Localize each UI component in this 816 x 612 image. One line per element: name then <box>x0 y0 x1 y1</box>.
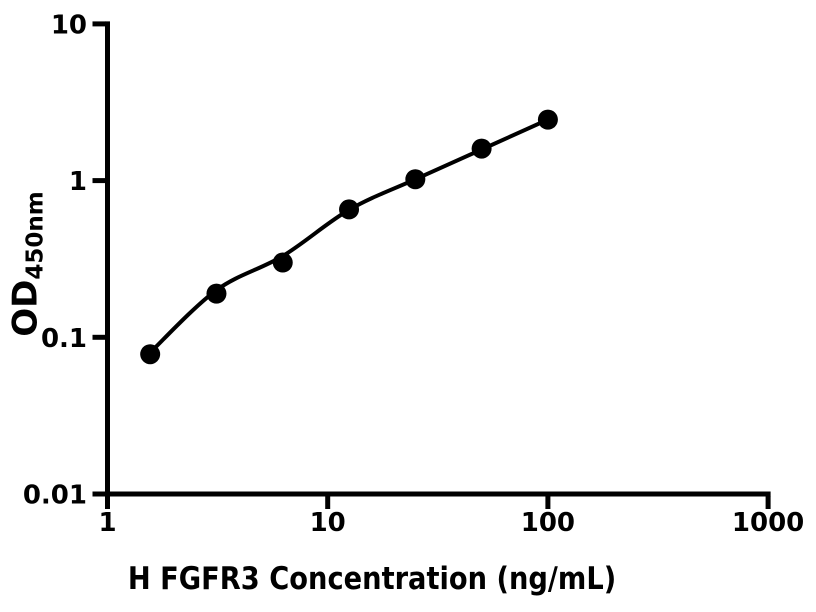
x-axis-title: H FGFR3 Concentration (ng/mL) <box>127 561 617 597</box>
data-point <box>206 283 227 304</box>
x-tick-label: 10 <box>310 508 346 538</box>
data-point <box>405 169 426 190</box>
y-tick-label: 0.1 <box>41 324 87 354</box>
x-tick-label: 100 <box>521 508 575 538</box>
data-point <box>272 252 293 273</box>
y-axis-title: OD450nm <box>6 191 49 337</box>
y-axis-title-main: OD <box>5 279 46 337</box>
data-point <box>537 109 558 130</box>
data-point <box>471 138 492 159</box>
x-tick-label: 1000 <box>732 508 804 538</box>
data-point <box>339 199 360 220</box>
y-tick-label: 1 <box>69 167 87 197</box>
y-axis-title-subscript: 450nm <box>22 191 49 280</box>
y-tick-label: 0.01 <box>23 481 87 511</box>
data-point <box>140 344 161 365</box>
y-tick-label: 10 <box>51 10 87 40</box>
x-tick-label: 1 <box>98 508 116 538</box>
